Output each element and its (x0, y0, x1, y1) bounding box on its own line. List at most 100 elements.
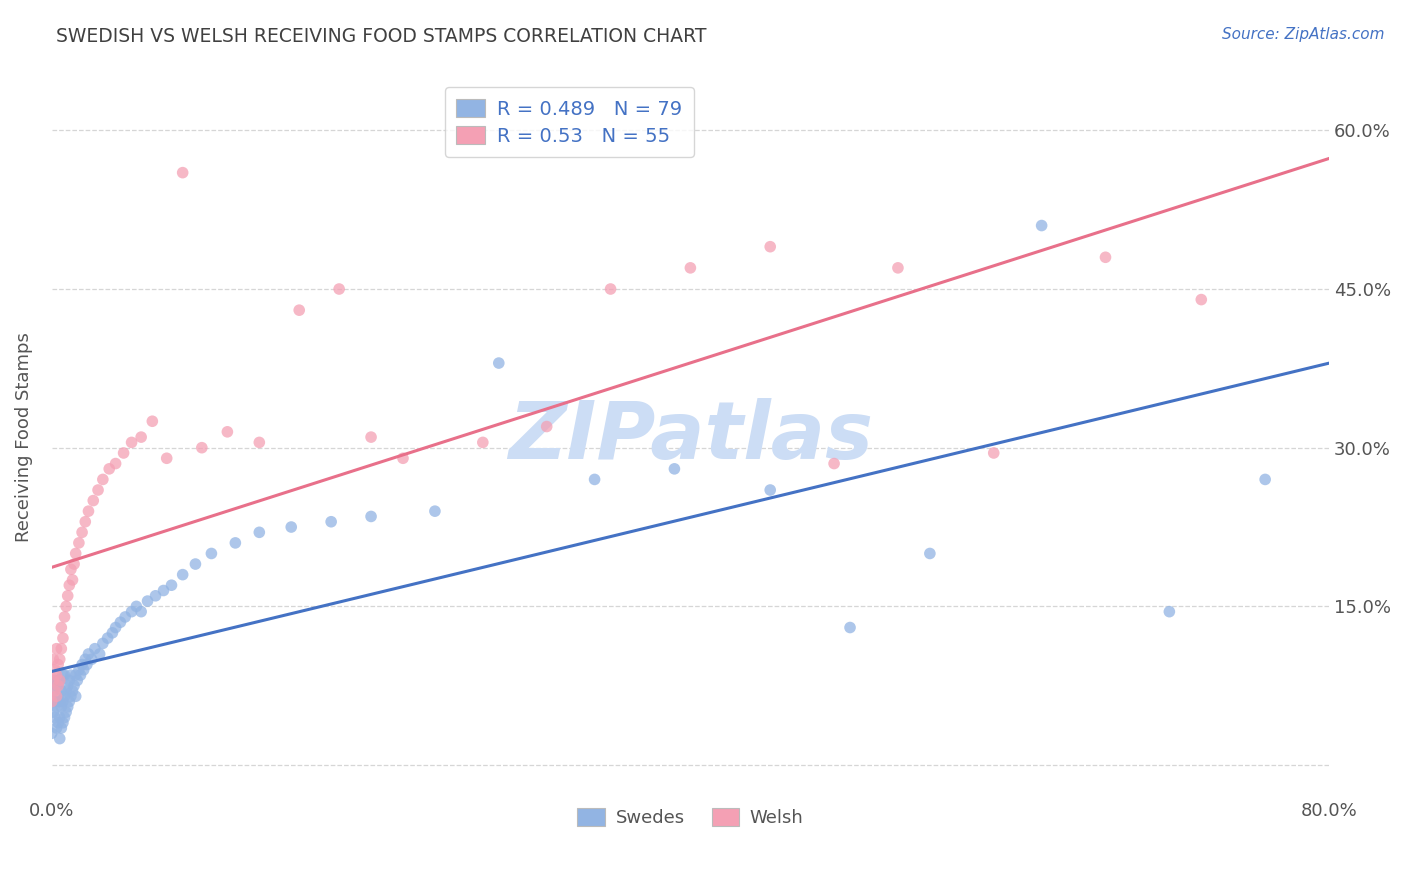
Point (58, 673, 80, 688)
Point (70, 657, 93, 672)
Point (121, 605, 143, 619)
Point (91, 636, 114, 650)
Point (53, 610, 76, 624)
Point (82, 493, 104, 508)
Point (56, 679, 79, 693)
Point (62, 573, 84, 587)
Point (45, 721, 67, 735)
Point (280, 520, 302, 534)
Point (42, 652, 65, 666)
Point (129, 430, 152, 444)
Point (53, 690, 76, 704)
Point (125, 599, 148, 614)
Point (53, 668, 76, 682)
Point (184, 557, 207, 571)
Point (583, 472, 606, 486)
Point (471, 435, 494, 450)
Point (56, 699, 79, 714)
Point (129, 605, 152, 619)
Point (48, 673, 70, 688)
Point (48, 695, 70, 709)
Point (45, 641, 67, 656)
Point (42, 673, 65, 688)
Point (51, 621, 73, 635)
Point (65, 668, 87, 682)
Y-axis label: Receiving Food Stamps: Receiving Food Stamps (15, 332, 32, 542)
Point (288, 303, 311, 318)
Point (114, 610, 136, 624)
Legend: Swedes, Welsh: Swedes, Welsh (571, 801, 810, 835)
Point (101, 625, 124, 640)
Point (45, 679, 67, 693)
Point (98, 462, 121, 476)
Point (42, 705, 65, 719)
Point (65, 690, 87, 704)
Point (77, 504, 100, 518)
Point (75, 515, 97, 529)
Point (1031, 219, 1053, 233)
Point (48, 710, 70, 724)
Point (87, 483, 110, 497)
Point (55, 684, 77, 698)
Point (52, 715, 75, 730)
Point (664, 462, 686, 476)
Point (52, 668, 75, 682)
Point (59, 690, 82, 704)
Point (45, 699, 67, 714)
Point (321, 515, 343, 529)
Point (65, 546, 87, 560)
Point (48, 731, 70, 746)
Point (679, 260, 702, 275)
Point (51, 641, 73, 656)
Point (104, 457, 127, 471)
Point (52, 695, 75, 709)
Point (110, 615, 132, 630)
Point (217, 425, 239, 439)
Point (77, 647, 100, 661)
Point (58, 578, 80, 592)
Point (91, 472, 114, 486)
Point (1094, 250, 1116, 264)
Point (75, 652, 97, 666)
Point (67, 536, 90, 550)
Point (328, 282, 350, 296)
Point (823, 457, 845, 471)
Point (112, 446, 135, 460)
Text: SWEDISH VS WELSH RECEIVING FOOD STAMPS CORRELATION CHART: SWEDISH VS WELSH RECEIVING FOOD STAMPS C… (56, 27, 707, 45)
Point (121, 435, 143, 450)
Point (44, 663, 66, 677)
Point (76, 657, 98, 672)
Point (44, 710, 66, 724)
Text: ZIPatlas: ZIPatlas (508, 398, 873, 476)
Point (41, 726, 63, 740)
Point (51, 721, 73, 735)
Point (55, 599, 77, 614)
Point (83, 641, 105, 656)
Point (392, 451, 415, 466)
Point (42, 684, 65, 698)
Point (46, 679, 69, 693)
Point (89, 647, 111, 661)
Point (599, 282, 621, 296)
Point (152, 583, 174, 598)
Point (46, 695, 69, 709)
Point (70, 525, 93, 540)
Point (887, 260, 910, 275)
Point (80, 652, 103, 666)
Point (839, 621, 862, 635)
Point (172, 567, 194, 582)
Point (46, 673, 69, 688)
Point (48, 673, 70, 688)
Point (1189, 293, 1212, 307)
Point (224, 536, 246, 550)
Point (51, 699, 73, 714)
Point (59, 562, 82, 576)
Point (69, 668, 91, 682)
Point (104, 621, 127, 635)
Point (759, 240, 782, 254)
Point (46, 657, 69, 672)
Point (46, 715, 69, 730)
Point (44, 695, 66, 709)
Point (423, 504, 446, 518)
Point (536, 419, 558, 434)
